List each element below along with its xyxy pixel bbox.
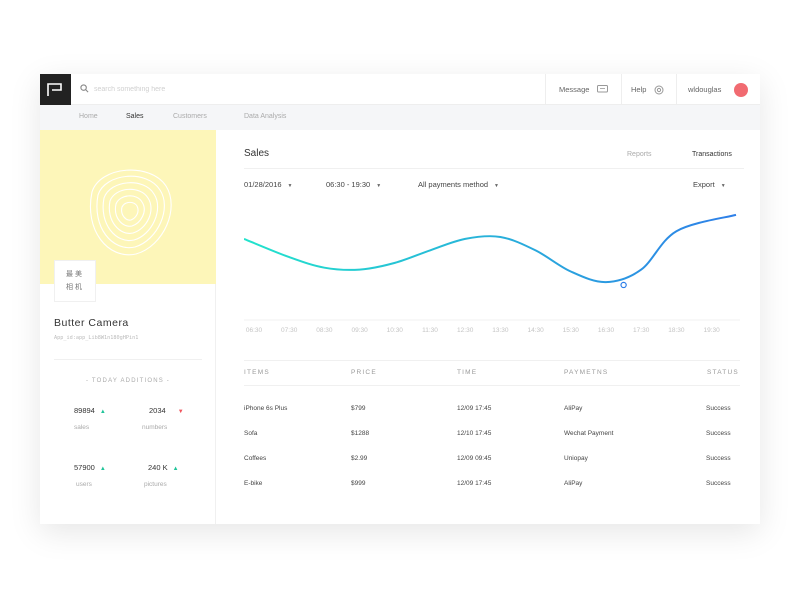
x-tick-label: 19:30 <box>703 327 720 334</box>
logo-mark-icon <box>47 83 62 96</box>
x-tick-label: 06:30 <box>246 327 263 334</box>
divider <box>244 385 740 386</box>
help-icon <box>654 85 664 94</box>
message-label: Message <box>559 85 590 94</box>
payment-method-select[interactable]: All payments method ▼ <box>418 180 499 189</box>
stat-users-label: users <box>76 481 92 488</box>
column-header-items[interactable]: ITEMS <box>244 369 270 376</box>
sales-series-line <box>244 213 737 284</box>
x-tick-label: 16:30 <box>598 327 615 334</box>
user-menu[interactable]: wldouglas <box>676 74 760 105</box>
nav-item-customers[interactable]: Customers <box>173 113 207 120</box>
message-button[interactable]: Message <box>545 74 622 105</box>
trend-up-icon: ▲ <box>172 466 179 472</box>
table-cell: Wechat Payment <box>564 430 614 437</box>
table-cell: 12/09 17:45 <box>457 405 492 412</box>
table-cell: Success <box>706 405 731 412</box>
stat-pictures-label: pictures <box>144 481 167 488</box>
stat-sales-value: 89894 ▲ <box>74 406 106 415</box>
tab-transactions[interactable]: Transactions <box>692 151 732 158</box>
chevron-down-icon: ▼ <box>287 183 293 189</box>
nav-item-home[interactable]: Home <box>79 113 98 120</box>
chevron-down-icon: ▼ <box>376 183 382 189</box>
table-cell: E-bike <box>244 480 263 487</box>
badge-line-2: 相机 <box>66 284 84 291</box>
column-header-payments[interactable]: PAYMETNS <box>564 369 609 376</box>
nav-item-data-analysis[interactable]: Data Analysis <box>244 113 287 120</box>
logo[interactable] <box>40 74 71 105</box>
company-panel: 最美 相机 Butter Camera App_id:app_Lib8W1n18… <box>40 130 216 524</box>
avatar[interactable] <box>734 83 748 97</box>
x-tick-label: 11:30 <box>422 327 438 334</box>
table-cell: Success <box>706 480 731 487</box>
stat-numbers-value: 2034 ▼ <box>149 406 184 415</box>
topographic-logo-icon <box>90 169 172 256</box>
column-header-status[interactable]: STATUS <box>707 369 739 376</box>
table-cell: Coffees <box>244 455 267 462</box>
x-tick-label: 12:30 <box>457 327 474 334</box>
top-bar: Message Help wldouglas <box>40 74 760 105</box>
nav-item-sales[interactable]: Sales <box>126 113 144 120</box>
main-nav: Home Sales Customers Data Analysis <box>40 105 760 130</box>
divider <box>244 360 740 361</box>
table-cell: 12/09 09:45 <box>457 455 492 462</box>
badge-line-1: 最美 <box>66 271 84 278</box>
stat-sales-label: sales <box>74 424 90 431</box>
chevron-down-icon: ▼ <box>494 183 499 189</box>
divider <box>244 168 744 169</box>
app-window: Message Help wldouglas Home Sales Custom… <box>40 74 760 524</box>
search-input[interactable] <box>94 81 394 98</box>
x-tick-label: 09:30 <box>351 327 368 334</box>
table-cell: $999 <box>351 480 366 487</box>
page-title: Sales <box>244 148 270 159</box>
table-cell: AliPay <box>564 405 583 412</box>
export-button[interactable]: Export ▼ <box>693 180 726 189</box>
trend-up-icon: ▲ <box>99 409 106 415</box>
table-cell: 12/09 17:45 <box>457 480 492 487</box>
table-cell: AliPay <box>564 480 583 487</box>
trend-down-icon: ▼ <box>177 409 184 415</box>
stat-numbers-label: numbers <box>142 424 168 431</box>
table-cell: Uniopay <box>564 455 588 462</box>
tab-reports[interactable]: Reports <box>627 151 652 158</box>
x-tick-label: 15:30 <box>563 327 580 334</box>
sales-line-chart: 06:30 07:30 08:30 09:30 10:30 11:30 12:30 13:30… <box>244 213 740 334</box>
today-additions-heading: - TODAY ADDITIONS - <box>85 378 171 384</box>
x-tick-label: 18:30 <box>668 327 685 334</box>
x-tick-label: 07:30 <box>281 327 298 334</box>
x-tick-label: 13:30 <box>492 327 509 334</box>
x-tick-label: 10:30 <box>387 327 404 334</box>
date-select[interactable]: 01/28/2016 ▼ <box>244 180 293 189</box>
table-cell: $1288 <box>351 430 370 437</box>
company-badge: 最美 相机 <box>54 260 96 302</box>
chevron-down-icon: ▼ <box>720 183 726 189</box>
search-icon <box>80 84 89 93</box>
x-tick-label: 17:30 <box>633 327 650 334</box>
table-cell: $2.99 <box>351 455 368 462</box>
company-banner <box>40 130 216 284</box>
table-cell: $799 <box>351 405 366 412</box>
help-button[interactable]: Help <box>621 74 677 105</box>
username: wldouglas <box>688 85 722 94</box>
app-id: App_id:app_Lib8W1n180gHPin1 <box>54 335 139 341</box>
x-tick-label: 08:30 <box>316 327 333 334</box>
help-label: Help <box>631 85 647 94</box>
table-cell: iPhone 6s Plus <box>244 405 288 412</box>
highlight-point[interactable] <box>620 281 627 289</box>
table-cell: Success <box>706 430 731 437</box>
message-icon <box>597 85 609 93</box>
x-tick-label: 14:30 <box>527 327 544 334</box>
stat-pictures-value: 240 K ▲ <box>148 463 179 472</box>
column-header-time[interactable]: TIME <box>457 369 478 376</box>
table-cell: 12/10 17:45 <box>457 430 492 437</box>
table-cell: Sofa <box>244 430 258 437</box>
stat-users-value: 57900 ▲ <box>74 463 106 472</box>
divider <box>54 359 202 360</box>
column-header-price[interactable]: PRICE <box>351 369 377 376</box>
time-range-select[interactable]: 06:30 - 19:30 ▼ <box>326 180 382 189</box>
company-name: Butter Camera <box>54 317 129 329</box>
table-cell: Success <box>706 455 731 462</box>
trend-up-icon: ▲ <box>99 466 106 472</box>
sales-panel: Sales Reports Transactions 01/28/2016 ▼ 0… <box>216 130 760 524</box>
